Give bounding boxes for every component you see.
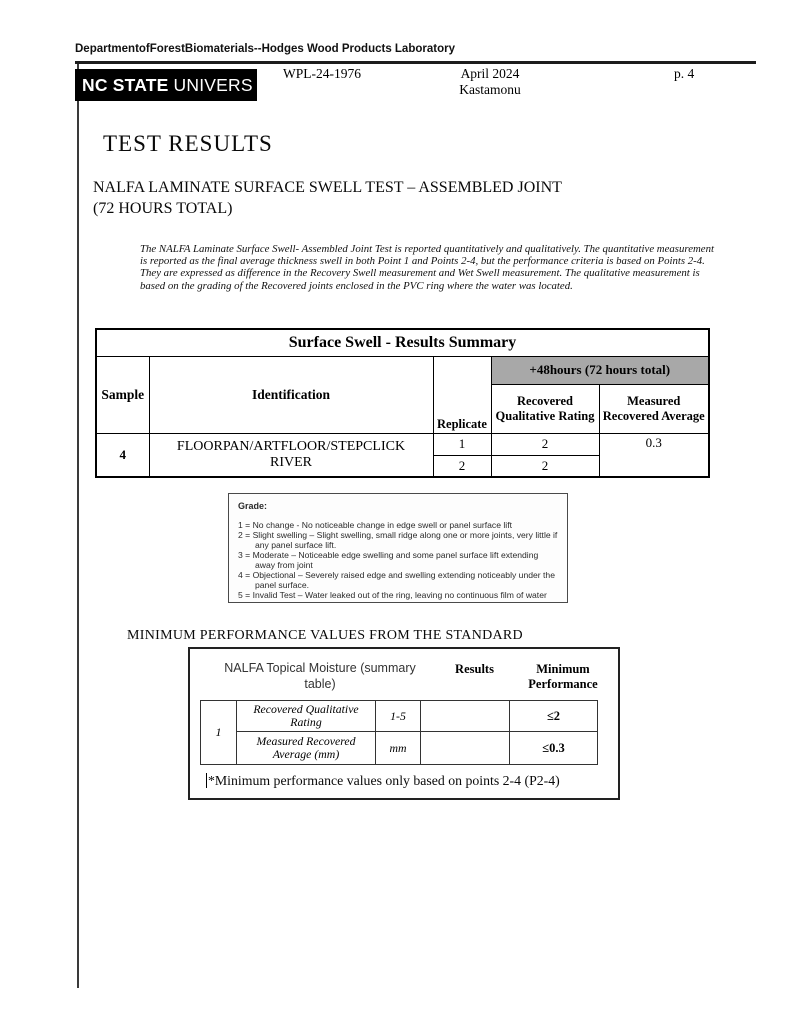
page-number: p. 4 bbox=[674, 66, 695, 81]
grade-item-5: 5 = Invalid Test – Water leaked out of t… bbox=[238, 590, 547, 602]
nalfa-row2-minimum: ≤0.3 bbox=[509, 731, 598, 765]
logo-text-light: UNIVERS bbox=[173, 75, 253, 95]
nalfa-row1-label: Recovered Qualitative Rating bbox=[236, 700, 376, 732]
sample-value: 4 bbox=[95, 432, 150, 478]
nalfa-row2-result bbox=[420, 731, 510, 765]
footnote-bar bbox=[206, 773, 207, 788]
nalfa-standard-box: NALFA Topical Moisture (summary table) R… bbox=[188, 647, 620, 800]
table-row: Measured Recovered Average (mm) mm ≤0.3 bbox=[201, 731, 598, 765]
col-header-identification: Identification bbox=[148, 355, 434, 434]
report-code: WPL-24-1976 bbox=[283, 66, 361, 81]
intro-paragraph: The NALFA Laminate Surface Swell- Assemb… bbox=[140, 243, 714, 292]
group-header-48hours: +48hours (72 hours total) bbox=[490, 355, 710, 385]
grade-legend-box: Grade: 1 = No change - No noticeable cha… bbox=[228, 493, 568, 603]
results-table-title: Surface Swell - Results Summary bbox=[95, 328, 710, 357]
results-summary-table: Surface Swell - Results Summary Sample I… bbox=[95, 328, 711, 478]
rating-2-value: 2 bbox=[490, 454, 600, 478]
date-client-block: April 2024 Kastamonu bbox=[425, 66, 555, 98]
replicate-1-value: 1 bbox=[432, 432, 492, 456]
grade-item-4: 4 = Objectional – Severely raised edge a… bbox=[238, 570, 555, 590]
nalfa-row1-result bbox=[420, 700, 510, 732]
ncstate-logo: NC STATE UNIVERS bbox=[75, 69, 257, 101]
client-name: Kastamonu bbox=[459, 82, 521, 97]
table-row: 2 2 bbox=[96, 454, 709, 478]
logo-text-bold: NC STATE bbox=[82, 75, 169, 95]
nalfa-results-header: Results bbox=[455, 662, 494, 676]
col-header-sample: Sample bbox=[95, 355, 150, 434]
grade-item-1: 1 = No change - No noticeable change in … bbox=[238, 520, 512, 530]
table-row: 1 Recovered Qualitative Rating 1-5 ≤2 bbox=[200, 700, 598, 765]
nalfa-table-header: NALFA Topical Moisture (summary table) R… bbox=[200, 656, 618, 700]
report-date: April 2024 bbox=[460, 66, 520, 81]
average-value: 0.3 bbox=[598, 432, 710, 478]
table-row: 4 FLOORPAN/ARTFLOOR/STEPCLICK RIVER 1 2 … bbox=[95, 432, 710, 478]
nalfa-row1-minimum: ≤2 bbox=[509, 700, 598, 732]
nalfa-left-header: NALFA Topical Moisture (summary table) bbox=[224, 661, 416, 691]
identification-value: FLOORPAN/ARTFLOOR/STEPCLICK RIVER bbox=[148, 432, 434, 478]
page-left-border bbox=[77, 64, 79, 988]
rating-1-value: 2 bbox=[490, 432, 600, 456]
grade-item-3: 3 = Moderate – Noticeable edge swelling … bbox=[238, 550, 539, 570]
col-header-rating: Recovered Qualitative Rating bbox=[490, 383, 600, 434]
grade-legend-title: Grade: bbox=[238, 501, 268, 511]
col-header-average: Measured Recovered Average bbox=[598, 383, 710, 434]
section-title: NALFA LAMINATE SURFACE SWELL TEST – ASSE… bbox=[93, 179, 562, 217]
nalfa-row2-label: Measured Recovered Average (mm) bbox=[236, 731, 376, 765]
header-rule bbox=[75, 61, 756, 64]
nalfa-minimum-header: Minimum Performance bbox=[528, 662, 598, 691]
col-header-replicate: Replicate bbox=[432, 355, 492, 434]
nalfa-group-number: 1 bbox=[200, 700, 237, 765]
department-header: DepartmentofForestBiomaterials--Hodges W… bbox=[75, 43, 455, 55]
grade-item-2: 2 = Slight swelling – Slight swelling, s… bbox=[238, 530, 558, 550]
standard-heading: MINIMUM PERFORMANCE VALUES FROM THE STAN… bbox=[127, 628, 523, 643]
nalfa-footnote: *Minimum performance values only based o… bbox=[206, 773, 618, 789]
replicate-2-value: 2 bbox=[432, 454, 492, 478]
nalfa-row2-unit: mm bbox=[375, 731, 421, 765]
nalfa-row1-unit: 1-5 bbox=[375, 700, 421, 732]
nalfa-inner-table: 1 Recovered Qualitative Rating 1-5 ≤2 Me… bbox=[200, 700, 598, 765]
footnote-text: *Minimum performance values only based o… bbox=[208, 773, 560, 788]
main-title: TEST RESULTS bbox=[103, 131, 273, 156]
